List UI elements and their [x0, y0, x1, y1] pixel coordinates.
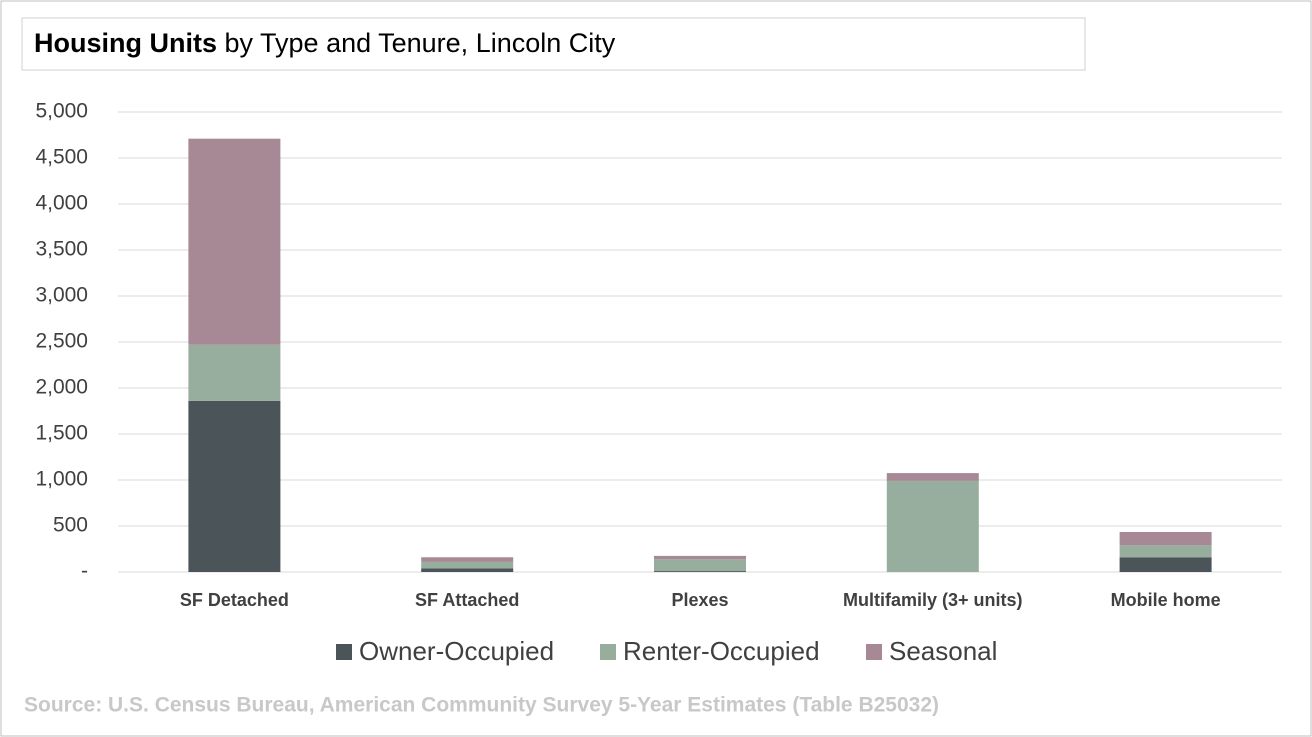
y-tick-label: 3,000 [35, 284, 88, 307]
source-note: Source: U.S. Census Bureau, American Com… [24, 694, 939, 717]
bar-segment [654, 559, 746, 572]
title-rest: by Type and Tenure, Lincoln City [217, 28, 616, 58]
bar-segment [654, 571, 746, 572]
bar-segment [1119, 531, 1212, 546]
bar-segment [654, 555, 746, 560]
y-tick-label: 4,500 [35, 146, 88, 169]
bar-segment [421, 557, 514, 562]
x-tick-label: Mobile home [1111, 590, 1221, 610]
x-tick-label: Plexes [671, 590, 728, 610]
x-tick-label: SF Detached [180, 590, 289, 610]
bar-segment [188, 344, 281, 401]
title-bold: Housing Units [34, 28, 217, 58]
chart-title: Housing Units by Type and Tenure, Lincol… [34, 28, 616, 58]
legend-label: Owner-Occupied [359, 636, 554, 666]
legend-swatch [336, 644, 352, 660]
y-tick-label: 500 [53, 514, 88, 537]
y-tick-label: 4,000 [35, 192, 88, 215]
y-tick-label: 2,500 [35, 330, 88, 353]
bar-segment [1119, 557, 1212, 572]
bar-segment [1119, 545, 1212, 558]
bar-segment [421, 561, 514, 569]
y-tick-label: 2,000 [35, 376, 88, 399]
x-tick-label: Multifamily (3+ units) [843, 590, 1023, 610]
bar-segment [886, 480, 979, 572]
bar-segment [188, 400, 281, 572]
bar-segment [188, 138, 281, 345]
legend-swatch [600, 644, 616, 660]
bar-segment [886, 473, 979, 481]
legend-swatch [866, 644, 882, 660]
y-tick-label: 1,000 [35, 468, 88, 491]
y-tick-label: 5,000 [35, 100, 88, 123]
y-tick-label: - [81, 560, 88, 583]
y-tick-label: 3,500 [35, 238, 88, 261]
x-tick-label: SF Attached [415, 590, 519, 610]
title-box [21, 17, 1086, 71]
y-tick-label: 1,500 [35, 422, 88, 445]
legend-label: Seasonal [889, 636, 997, 666]
legend-label: Renter-Occupied [623, 636, 820, 666]
bar-segment [421, 568, 514, 572]
